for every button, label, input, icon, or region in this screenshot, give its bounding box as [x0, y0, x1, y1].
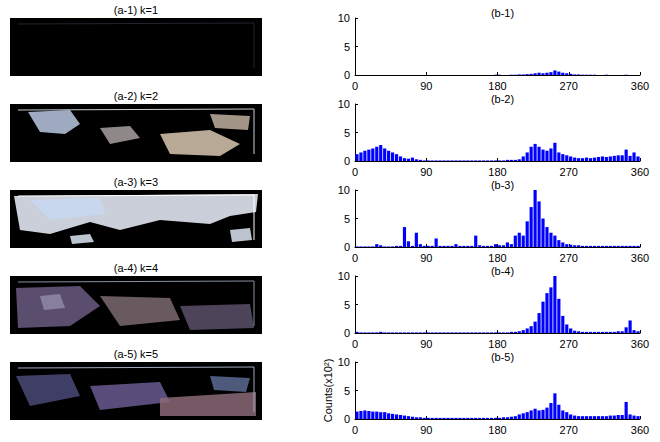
svg-text:270: 270	[560, 252, 578, 264]
svg-text:(b-4): (b-4)	[491, 265, 514, 277]
svg-text:90: 90	[420, 80, 432, 92]
svg-text:0: 0	[352, 80, 358, 92]
svg-text:(b-1): (b-1)	[491, 7, 514, 19]
svg-text:270: 270	[560, 166, 578, 178]
svg-text:90: 90	[420, 252, 432, 264]
svg-text:270: 270	[560, 80, 578, 92]
svg-text:360: 360	[631, 338, 649, 350]
svg-text:180: 180	[488, 424, 506, 436]
svg-text:0: 0	[352, 338, 358, 350]
svg-text:180: 180	[488, 166, 506, 178]
svg-text:0: 0	[344, 413, 350, 425]
svg-text:5: 5	[344, 299, 350, 311]
svg-text:5: 5	[344, 213, 350, 225]
svg-text:0: 0	[344, 241, 350, 253]
svg-text:0: 0	[344, 69, 350, 81]
svg-text:0: 0	[344, 327, 350, 339]
svg-text:360: 360	[631, 424, 649, 436]
svg-text:0: 0	[352, 166, 358, 178]
svg-text:10: 10	[338, 356, 350, 368]
svg-text:90: 90	[420, 424, 432, 436]
svg-text:270: 270	[560, 338, 578, 350]
svg-text:10: 10	[338, 184, 350, 196]
svg-text:(a-2) k=2: (a-2) k=2	[114, 90, 158, 102]
svg-text:(a-4) k=4: (a-4) k=4	[114, 262, 158, 274]
svg-text:360: 360	[631, 80, 649, 92]
svg-text:10: 10	[338, 98, 350, 110]
svg-text:180: 180	[488, 338, 506, 350]
svg-text:(b-5): (b-5)	[491, 351, 514, 363]
svg-text:5: 5	[344, 127, 350, 139]
svg-text:360: 360	[631, 252, 649, 264]
svg-text:10: 10	[338, 12, 350, 24]
svg-text:(b-2): (b-2)	[491, 93, 514, 105]
svg-text:0: 0	[344, 155, 350, 167]
svg-text:(a-5) k=5: (a-5) k=5	[114, 348, 158, 360]
svg-text:10: 10	[338, 270, 350, 282]
svg-text:90: 90	[420, 338, 432, 350]
svg-text:5: 5	[344, 41, 350, 53]
svg-text:0: 0	[352, 252, 358, 264]
svg-text:360: 360	[631, 166, 649, 178]
svg-text:Counts(x10²): Counts(x10²)	[322, 359, 334, 423]
svg-text:(a-1) k=1: (a-1) k=1	[114, 4, 158, 16]
svg-text:(a-3) k=3: (a-3) k=3	[114, 176, 158, 188]
svg-text:90: 90	[420, 166, 432, 178]
svg-text:(b-3): (b-3)	[491, 179, 514, 191]
svg-text:0: 0	[352, 424, 358, 436]
svg-text:180: 180	[488, 252, 506, 264]
svg-text:5: 5	[344, 385, 350, 397]
svg-text:270: 270	[560, 424, 578, 436]
svg-text:180: 180	[488, 80, 506, 92]
